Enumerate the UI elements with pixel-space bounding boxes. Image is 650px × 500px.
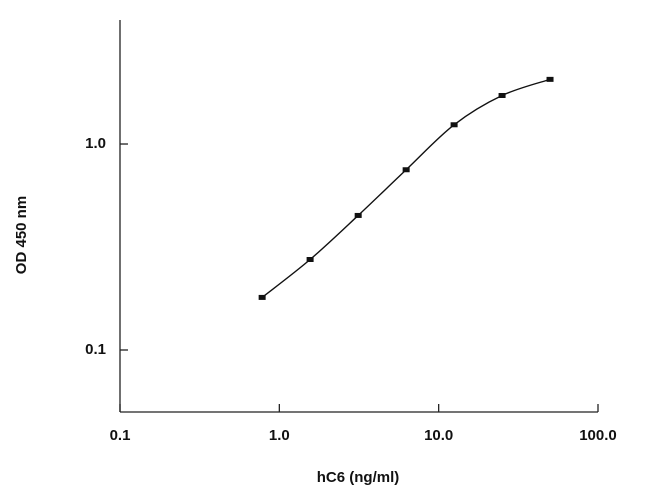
data-point <box>306 256 314 262</box>
x-axis-title: hC6 (ng/ml) <box>317 469 400 486</box>
fit-curve <box>261 78 551 298</box>
data-point <box>354 212 362 218</box>
data-point <box>546 76 554 82</box>
data-point <box>450 122 458 128</box>
y-tick-label: 0.1 <box>85 341 106 358</box>
data-point <box>258 294 266 300</box>
data-point <box>498 92 506 98</box>
x-tick-label: 100.0 <box>579 427 617 444</box>
data-point <box>402 167 410 173</box>
y-axis-title: OD 450 nm <box>13 196 30 274</box>
x-tick-label: 0.1 <box>110 427 131 444</box>
x-tick-label: 10.0 <box>424 427 453 444</box>
x-tick-label: 1.0 <box>269 427 290 444</box>
y-tick-label: 1.0 <box>85 135 106 152</box>
